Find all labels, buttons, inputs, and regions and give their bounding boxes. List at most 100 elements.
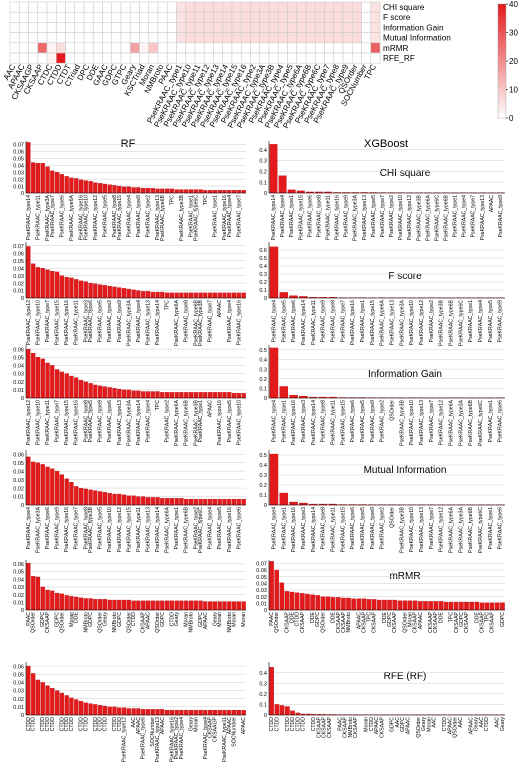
bar (315, 595, 321, 611)
heatmap-cell (102, 52, 113, 64)
x-tick-label: PseKRAAC_type5 (281, 300, 287, 343)
heatmap-cell (342, 52, 353, 64)
x-tick-label: CTDD (295, 717, 301, 732)
x-tick-label: GDPC (400, 717, 406, 732)
x-tick-label: CKSAAP (284, 611, 290, 633)
bar (231, 601, 237, 611)
bar (141, 188, 146, 194)
x-tick-label: APAAC (489, 195, 495, 212)
colorbar-tick-label: 10 (509, 86, 518, 95)
heatmap-cell (176, 22, 187, 33)
x-tick-label: PseKRAAC_type3B (439, 299, 445, 345)
y-tick-label: 0.05 (13, 157, 24, 163)
bar (203, 392, 208, 399)
bar (45, 685, 50, 716)
bar (64, 373, 69, 399)
heatmap-cell (74, 11, 85, 23)
x-tick-label: AAC (479, 717, 485, 728)
bar (59, 692, 65, 716)
x-tick-label: CTDD (274, 717, 280, 732)
y-tick-label: 0.01 (13, 184, 24, 190)
heatmap-cell (361, 1, 372, 13)
x-tick-label: TPC (203, 195, 209, 206)
bar (287, 189, 296, 194)
x-tick-label: PseKRAAC_type6 (498, 400, 504, 443)
bar (236, 601, 241, 611)
heatmap-cell (305, 42, 316, 54)
bar (112, 599, 117, 611)
y-tick-label: 0.6 (259, 248, 267, 254)
y-tick-label: 0.06 (13, 251, 24, 257)
x-tick-label: GDPC (459, 612, 465, 627)
bar (112, 493, 117, 506)
bar (448, 601, 454, 611)
x-tick-label: APAAC (208, 400, 214, 417)
bar (227, 190, 232, 194)
bar (141, 709, 146, 716)
y-tick-label: 0.06 (13, 452, 24, 458)
heatmap-cell (157, 11, 168, 23)
bar (217, 601, 222, 611)
bar (222, 392, 227, 399)
bar (295, 712, 301, 716)
x-tick-label: PseKRAAC_type6B (184, 506, 190, 552)
x-tick-label: PseKRAAC_type3B (416, 194, 422, 240)
heatmap-cell (65, 42, 76, 54)
bar (169, 392, 175, 399)
x-tick-label: PseKRAAC_type5 (371, 195, 377, 238)
bar (40, 586, 45, 611)
x-tick-label: PseKRAAC_type4 (462, 195, 468, 238)
heatmap-cell (92, 1, 103, 13)
heatmap-cell (268, 42, 279, 54)
x-tick-label: Moran (408, 612, 414, 627)
heatmap-cell (55, 42, 66, 54)
heatmap-cell (18, 11, 29, 23)
bar (136, 390, 141, 399)
bar (227, 498, 232, 506)
x-tick-label: Geary (174, 612, 180, 627)
heatmap-cell (351, 52, 362, 64)
bar (325, 596, 331, 611)
x-tick-label: PseKRAAC_type4 (126, 195, 132, 238)
heatmap-cell (222, 32, 233, 44)
bar (117, 388, 122, 399)
y-tick-label: 0.3 (259, 367, 267, 373)
bar (305, 593, 310, 611)
bar (164, 600, 170, 611)
x-tick-label: PseKRAAC_type3B (399, 506, 405, 552)
bar (382, 599, 387, 611)
bar (300, 593, 305, 611)
x-tick-label: PseKRAAC_type15 (340, 400, 346, 445)
bar (188, 498, 194, 506)
y-tick-label: 0.3 (259, 473, 267, 479)
bar (155, 709, 160, 716)
heatmap-cell (314, 1, 325, 13)
x-tick-label: PseKRAAC_type12 (439, 400, 445, 445)
bar (174, 709, 179, 716)
heatmap-cell (370, 32, 381, 44)
bar (279, 705, 285, 716)
bar (59, 474, 65, 506)
bar (93, 182, 98, 194)
heatmap-cell (166, 52, 177, 64)
x-tick-label: PseKRAAC_type16 (74, 400, 80, 445)
y-tick-label: 0.05 (13, 570, 24, 576)
bar (88, 489, 93, 506)
heatmap-cell (361, 52, 372, 64)
x-tick-label: PseKRAAC_type3B (88, 506, 94, 552)
bar (330, 597, 336, 611)
heatmap-cell (305, 52, 316, 64)
heatmap-cell (185, 1, 196, 13)
x-tick-label: PseKRAAC_type10 (236, 400, 242, 445)
heatmap-cell (139, 11, 150, 23)
x-tick-label: PseKRAAC_type6 (350, 507, 356, 550)
y-tick-label: 0.05 (13, 672, 24, 678)
x-tick-label: PseKRAAC_type7 (74, 507, 80, 550)
x-tick-label: PseKRAAC_type6 (107, 400, 113, 443)
heatmap-cell (194, 52, 205, 64)
x-tick-label: PseKRAAC_type6 (291, 300, 297, 343)
heatmap-cell (222, 1, 233, 13)
heatmap-cell (351, 42, 362, 54)
bar (74, 178, 79, 194)
